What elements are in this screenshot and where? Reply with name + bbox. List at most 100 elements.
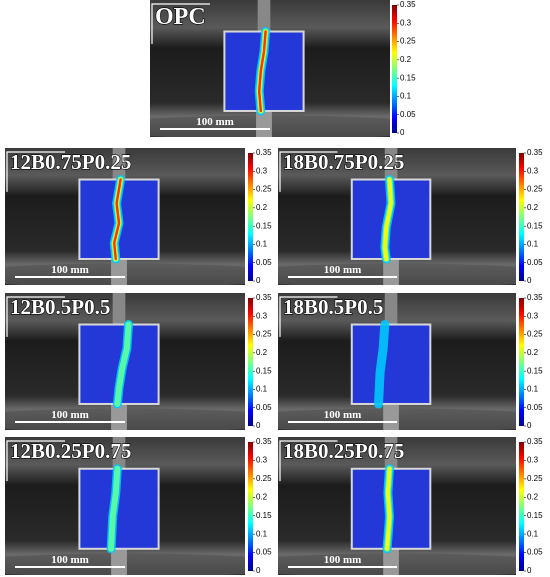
corner-mark [151,3,210,44]
image [5,293,245,430]
fixture [383,403,399,430]
image [278,293,516,430]
colorbar [248,153,253,281]
corner-mark [279,296,338,337]
colorbar-tick-label: 0.2 [527,492,539,501]
scale-bar-label: 100 mm [324,264,362,276]
colorbar-tick-label: 0.3 [527,456,539,465]
fixture [384,293,398,325]
colorbar-tick-label: 0.05 [527,548,543,557]
colorbar-tick-label: 0.3 [256,166,268,175]
crack [114,321,132,407]
panel-label: 18B0.75P0.25 [283,150,404,174]
colorbar-tick-label: 0.35 [256,437,272,446]
colorbar-tick-label: 0.3 [527,166,539,175]
colorbar [519,442,524,571]
panel-label: 12B0.25P0.75 [10,439,131,463]
image [150,0,390,137]
colorbar-tick-label: 0.1 [256,385,268,394]
fixture [111,403,127,430]
colorbar-tick-label: 0.1 [527,240,539,249]
fixture [383,548,399,575]
image [5,437,245,575]
panel-label: 18B0.25P0.75 [283,439,404,463]
colorbar-tick-label: 0 [256,421,261,430]
colorbar-tick-label: 0 [527,276,532,285]
colorbar-tick-label: 0.2 [256,203,268,212]
colorbar-tick-label: 0.3 [527,311,539,320]
colorbar-tick-label: 0.2 [256,492,268,501]
fixture [384,437,398,469]
colorbar-tick-label: 0.2 [527,348,539,357]
crack [257,30,267,113]
fixture [257,0,271,32]
colorbar-tick-label: 0.35 [527,293,543,302]
colorbar-tick-label: 0 [256,276,261,285]
panel: 18B0.25P0.75 100 mm 0 0.05 0.1 0.15 0.2 0.25 0.3… [278,437,543,575]
fixture [111,258,127,285]
panel: OPC 100 mm 0 0.05 0.1 0.15 0.2 0.25 0.3 0.35 [150,0,416,137]
colorbar-tick-label: 0.25 [256,474,272,483]
colorbar-tick-label: 0.35 [256,293,272,302]
colorbar-tick-label: 0.15 [400,73,416,82]
colorbar-tick-label: 0 [400,128,405,137]
colorbar-tick-label: 0.05 [400,110,416,119]
colorbar-tick-label: 0.15 [527,366,543,375]
panel-label: 12B0.75P0.25 [10,150,131,174]
fixture [384,148,398,180]
corner-mark [279,151,338,192]
colorbar-tick-label: 0.2 [256,348,268,357]
colorbar [519,153,524,281]
colorbar-tick-label: 0 [256,566,261,575]
corner-mark [6,151,65,192]
fixture [112,293,126,325]
corner-mark [6,440,65,482]
colorbar-tick-label: 0.1 [256,240,268,249]
colorbar-tick-label: 0.15 [256,511,272,520]
colorbar-tick-label: 0.2 [400,55,412,64]
fixture [256,110,272,137]
colorbar-tick-label: 0.1 [527,385,539,394]
colorbar-tick-label: 0.25 [256,330,272,339]
colorbar-tick-label: 0.1 [400,92,412,101]
colorbar-tick-label: 0.3 [400,18,412,27]
image [278,148,516,285]
colorbar [248,442,253,571]
corner-mark [279,440,338,482]
panel-label: 12B0.5P0.5 [10,295,110,319]
fixture [383,258,399,285]
crack [112,178,122,261]
colorbar-tick-label: 0.1 [527,529,539,538]
colorbar-tick-label: 0.35 [400,0,416,9]
colorbar-tick-label: 0.15 [527,511,543,520]
crack [385,466,392,551]
crack [382,177,394,261]
panel-label: 18B0.5P0.5 [283,295,383,319]
scale-bar-label: 100 mm [324,409,362,421]
colorbar-tick-label: 0 [527,566,532,575]
colorbar-tick-label: 0.35 [527,437,543,446]
colorbar [248,298,253,426]
panel: 18B0.5P0.5 100 mm 0 0.05 0.1 0.15 0.2 0.25 0.3 0.… [278,293,543,430]
colorbar-tick-label: 0.25 [256,185,272,194]
scale-bar-label: 100 mm [51,554,89,566]
colorbar-tick-label: 0.25 [400,37,416,46]
crack [108,465,121,552]
colorbar [519,298,524,426]
colorbar-tick-label: 0.05 [527,258,543,267]
fixture [111,548,127,575]
colorbar-tick-label: 0.1 [256,529,268,538]
fixture [112,437,126,469]
colorbar-tick-label: 0.15 [256,221,272,230]
colorbar-tick-label: 0.15 [256,366,272,375]
colorbar-tick-label: 0.2 [527,203,539,212]
colorbar-tick-label: 0.35 [527,148,543,157]
colorbar-tick-label: 0.05 [256,258,272,267]
colorbar [392,5,397,133]
image [278,437,516,575]
specimen [350,323,432,405]
colorbar-tick-label: 0.05 [256,403,272,412]
colorbar-tick-label: 0.05 [527,403,543,412]
scale-bar-label: 100 mm [51,409,89,421]
